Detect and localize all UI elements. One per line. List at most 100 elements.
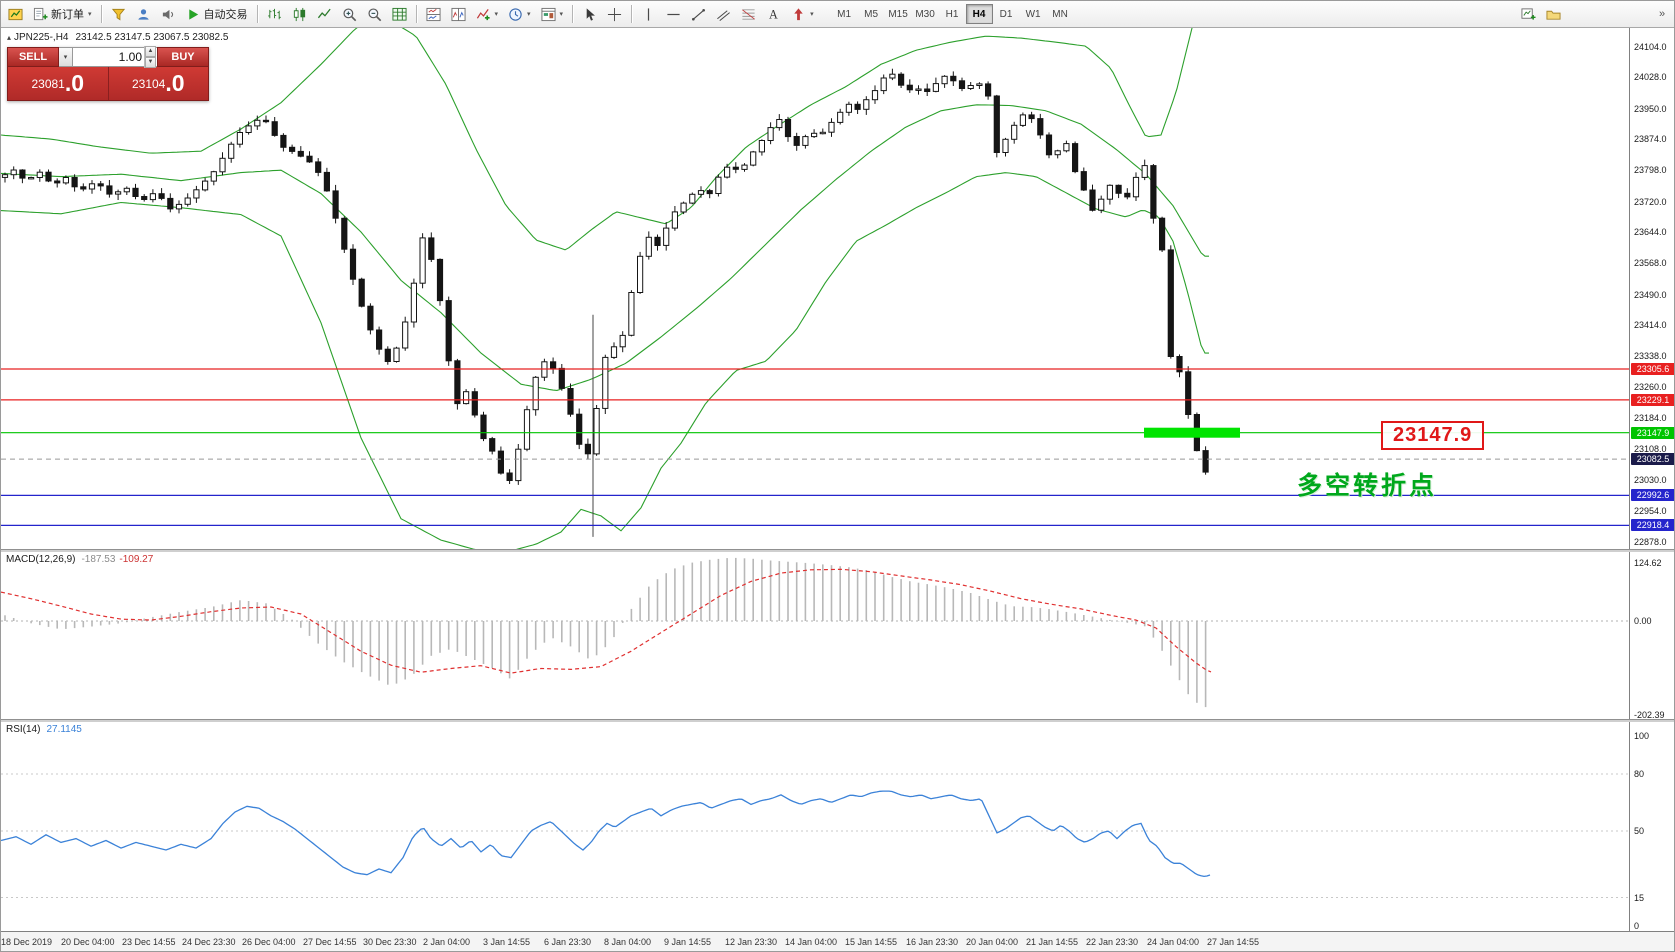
filter-button[interactable]: [107, 3, 130, 25]
zoom-out-icon: [367, 7, 382, 22]
macd-tick-label: 124.62: [1634, 558, 1662, 568]
timeframe-h1-button[interactable]: H1: [939, 4, 966, 24]
grid-icon: [391, 7, 407, 22]
indicators-icon: [476, 7, 491, 22]
time-axis-label: 27 Jan 14:55: [1207, 937, 1260, 947]
horizontal-line-icon: [666, 7, 681, 22]
tile-windows-icon: [425, 7, 441, 22]
time-axis-label: 15 Jan 14:55: [845, 937, 898, 947]
price-tick-label: 23568.0: [1634, 258, 1667, 268]
channel-button[interactable]: [712, 3, 735, 25]
candlestick-chart-button[interactable]: [288, 3, 311, 25]
market-watch-button[interactable]: [132, 3, 155, 25]
auto-trading-label: 自动交易: [203, 9, 248, 21]
oct-top-row: SELL ▾ 1.00 ▲ ▼ BUY: [7, 46, 209, 68]
vertical-line-icon: [641, 7, 656, 22]
sell-price-frac: .0: [64, 70, 85, 96]
zoom-in-button[interactable]: [338, 3, 361, 25]
price-tick-label: 23338.0: [1634, 351, 1667, 361]
timeframe-w1-button[interactable]: W1: [1020, 4, 1047, 24]
macd-header: MACD(12,26,9) -187.53 -109.27: [6, 554, 153, 565]
new-order-button[interactable]: 新订单 ▾: [29, 3, 96, 25]
time-axis[interactable]: 18 Dec 2019 20 Dec 04:00 23 Dec 14:55 24 De…: [1, 931, 1674, 951]
new-order-icon: [33, 7, 48, 22]
new-chart-button[interactable]: [1517, 3, 1540, 25]
text-tool-button[interactable]: A: [762, 3, 785, 25]
auto-trading-button[interactable]: 自动交易: [182, 3, 252, 25]
price-tick-label: 23184.0: [1634, 413, 1667, 423]
horizontal-line-button[interactable]: [662, 3, 685, 25]
panel-resizer[interactable]: [1, 549, 1674, 552]
volume-up-icon[interactable]: ▲: [145, 46, 156, 57]
zoom-out-button[interactable]: [363, 3, 386, 25]
rsi-canvas[interactable]: [1, 722, 1629, 931]
sell-price[interactable]: 23081.0: [8, 67, 108, 100]
buy-button[interactable]: BUY: [157, 47, 209, 67]
profiles-button[interactable]: [1542, 3, 1565, 25]
price-chart-canvas[interactable]: [1, 28, 1629, 549]
time-axis-label: 16 Jan 23:30: [906, 937, 959, 947]
channel-icon: [716, 7, 731, 22]
toolbar-overflow-button[interactable]: »: [1651, 3, 1673, 25]
line-chart-button[interactable]: [313, 3, 336, 25]
tile-windows-button[interactable]: [422, 3, 445, 25]
grid-button[interactable]: [388, 3, 411, 25]
panel-resizer[interactable]: [1, 719, 1674, 722]
arrows-tool-button[interactable]: ▾: [787, 3, 818, 25]
price-scale[interactable]: 24104.0 24028.0 23950.0 23874.0 23798.0 23720…: [1629, 28, 1674, 549]
time-axis-label: 8 Jan 04:00: [604, 937, 652, 947]
toolbar-separator: [631, 5, 633, 23]
periods-button[interactable]: ▾: [504, 3, 535, 25]
toolbar-right-group: »: [1516, 3, 1674, 25]
timeframe-m5-button[interactable]: M5: [858, 4, 885, 24]
app-chart-icon[interactable]: [4, 3, 27, 25]
timeframe-m1-button[interactable]: M1: [831, 4, 858, 24]
turning-point-label: 多空转折点: [1297, 472, 1438, 500]
fibonacci-button[interactable]: [737, 3, 760, 25]
symbol-period-label: JPN225-,H4: [14, 32, 69, 43]
sell-dropdown-icon[interactable]: ▾: [59, 47, 73, 67]
chevron-down-icon: ▾: [88, 11, 92, 18]
oct-toggle-icon[interactable]: ▴: [7, 33, 12, 42]
time-axis-label: 30 Dec 23:30: [363, 937, 417, 947]
macd-scale[interactable]: 124.62 0.00 -202.39: [1629, 552, 1674, 720]
crosshair-button[interactable]: [603, 3, 626, 25]
timeframe-d1-button[interactable]: D1: [993, 4, 1020, 24]
sell-button[interactable]: SELL: [7, 47, 59, 67]
price-level-badge: 22992.6: [1631, 489, 1674, 501]
timeframe-m30-button[interactable]: M30: [912, 4, 939, 24]
time-axis-label: 12 Jan 23:30: [725, 937, 778, 947]
indicators-button[interactable]: ▾: [472, 3, 503, 25]
price-tick-label: 23950.0: [1634, 104, 1667, 114]
cascade-windows-button[interactable]: [447, 3, 470, 25]
time-axis-label: 2 Jan 04:00: [423, 937, 471, 947]
filter-icon: [111, 7, 126, 22]
trendline-button[interactable]: [687, 3, 710, 25]
time-axis-label: 22 Jan 23:30: [1086, 937, 1139, 947]
macd-main-value: -187.53: [81, 554, 116, 565]
price-level-badge: 22918.4: [1631, 519, 1674, 531]
time-axis-label: 18 Dec 2019: [1, 937, 53, 947]
timeframe-h4-button[interactable]: H4: [965, 4, 993, 24]
price-tick-label: 23720.0: [1634, 197, 1667, 207]
volume-input[interactable]: 1.00 ▲ ▼: [73, 46, 157, 68]
timeframe-m15-button[interactable]: M15: [885, 4, 912, 24]
macd-canvas[interactable]: [1, 552, 1629, 719]
vertical-line-button[interactable]: [637, 3, 660, 25]
buy-price[interactable]: 23104.0: [109, 67, 209, 100]
price-tick-label: 23874.0: [1634, 134, 1667, 144]
sound-alert-button[interactable]: [157, 3, 180, 25]
bar-chart-button[interactable]: [263, 3, 286, 25]
fibonacci-icon: [741, 7, 756, 22]
price-tick-label: 23260.0: [1634, 382, 1667, 392]
arrows-tool-icon: [791, 7, 806, 22]
periods-clock-icon: [508, 7, 523, 22]
timeframe-mn-button[interactable]: MN: [1047, 4, 1074, 24]
volume-down-icon[interactable]: ▼: [145, 57, 156, 68]
rsi-scale[interactable]: 100 80 50 15 0: [1629, 722, 1674, 931]
price-tick-label: 23030.0: [1634, 475, 1667, 485]
autotrade-play-icon: [186, 7, 201, 22]
cursor-button[interactable]: [578, 3, 601, 25]
templates-button[interactable]: ▾: [537, 3, 568, 25]
volume-value: 1.00: [118, 50, 142, 64]
